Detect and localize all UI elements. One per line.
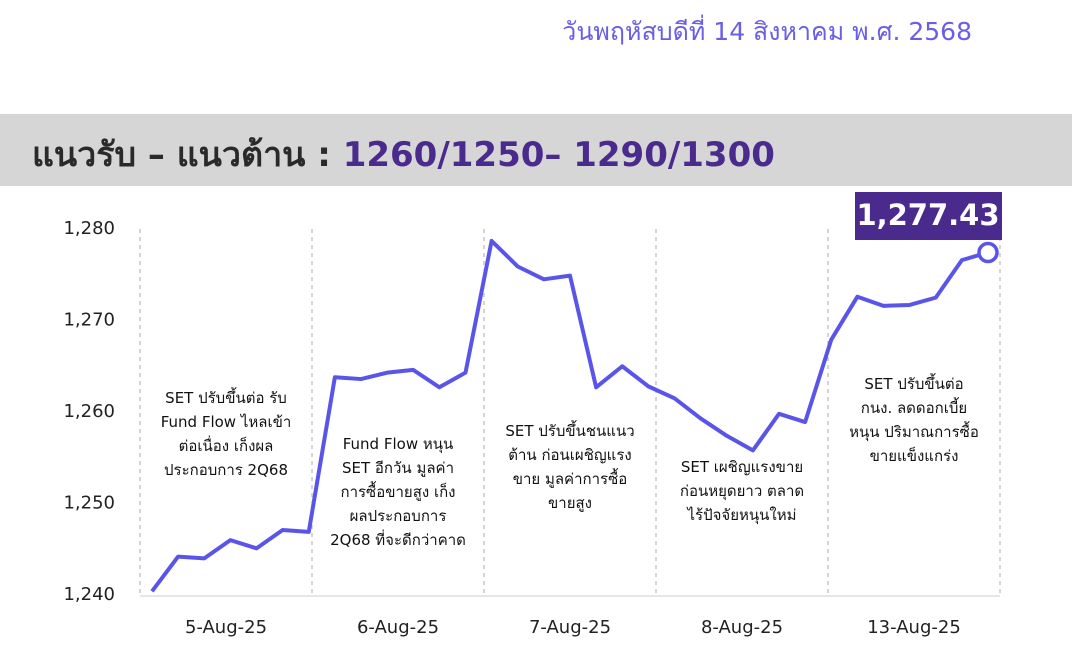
annotation-line: ผลประกอบการ [350,507,447,525]
date: วันพฤหัสบดีที่ 14 สิงหาคม พ.ศ. 2568 [562,14,972,46]
value-label: 1,277.43 [856,198,999,232]
annotation-line: ประกอบการ 2Q68 [164,461,288,479]
title-levels: 1260/1250– 1290/1300 [343,135,775,175]
annotation-line: Fund Flow หนุน [343,435,454,454]
annotation-line: Fund Flow ไหลเข้า [161,413,292,431]
line-series [150,238,989,593]
y-tick-label: 1,280 [63,218,115,239]
annotation: SET ปรับขึ้นต่อกนง. ลดดอกเบี้ยหนุน ปริมา… [849,373,979,465]
annotation-line: SET เผชิญแรงขาย [681,458,803,476]
title: แนวรับ – แนวต้าน : 1260/1250– 1290/1300 [32,135,775,175]
annotation-line: SET ปรับขึ้นต่อ [864,373,963,393]
x-tick-label: 7-Aug-25 [529,617,611,638]
annotation-line: ก่อนหยุดยาว ตลาด [680,482,804,501]
y-tick-label: 1,260 [63,401,115,422]
x-tick-label: 13-Aug-25 [867,617,961,638]
annotation-line: หนุน ปริมาณการซื้อ [849,421,979,442]
title-prefix: แนวรับ – แนวต้าน : [32,135,343,175]
annotation-line: กนง. ลดดอกเบี้ย [861,397,967,417]
annotation: SET ปรับขึ้นต่อ รับ Fund Flow ไหลเข้าต่อเ… [161,387,292,479]
y-tick-label: 1,270 [63,310,115,331]
annotation: SET ปรับขึ้นชนแนวต้าน ก่อนเผชิญแรงขาย มู… [505,420,634,512]
annotation-line: ขายแข็งแกร่ง [870,446,959,465]
x-tick-label: 8-Aug-25 [701,617,783,638]
x-tick-label: 6-Aug-25 [357,617,439,638]
y-tick-label: 1,250 [63,493,115,514]
title-band [0,114,1072,186]
annotation: SET เผชิญแรงขายก่อนหยุดยาว ตลาดไร้ปัจจัย… [680,458,804,525]
annotation-line: ต่อเนื่อง เก็งผล [179,435,274,455]
last-point [977,241,999,264]
annotation-line: SET อีกวัน มูลค่า [342,459,454,477]
annotation-line: SET ปรับขึ้นต่อ รับ [165,387,287,407]
y-tick-label: 1,240 [63,584,115,605]
value-label-box [855,192,1002,240]
annotation-line: ขาย มูลค่าการซื้อ [513,468,628,488]
annotation-line: ไร้ปัจจัยหนุนใหม่ [687,506,797,525]
annotation-line: ขายสูง [548,494,592,512]
annotation-line: 2Q68 ที่จะดีกว่าคาด [330,529,466,549]
annotation-line: การซื้อขายสูง เก็ง [341,481,456,501]
annotation-line: ต้าน ก่อนเผชิญแรง [508,446,631,464]
annotation-line: SET ปรับขึ้นชนแนว [505,420,634,440]
annotation: Fund Flow หนุน SET อีกวัน มูลค่าการซื้อขา… [330,435,466,549]
x-tick-label: 5-Aug-25 [185,617,267,638]
